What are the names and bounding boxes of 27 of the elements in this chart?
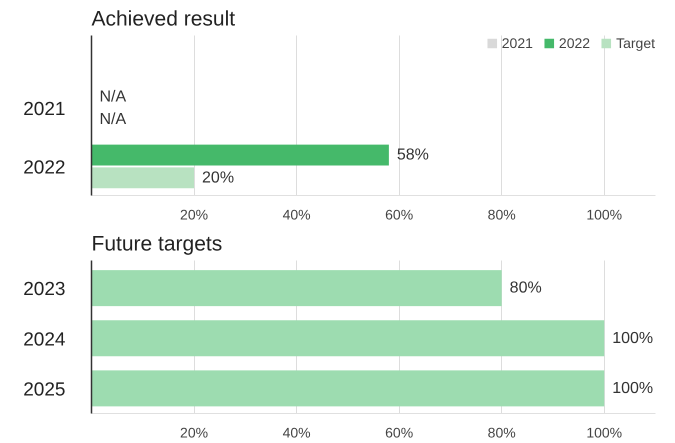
legend-label: Target bbox=[616, 35, 655, 51]
chart-title: Achieved result bbox=[92, 8, 236, 30]
data-label: 100% bbox=[612, 330, 654, 347]
legend-label: 2021 bbox=[502, 35, 533, 51]
x-tick-label: 100% bbox=[586, 424, 622, 440]
x-tick-label: 100% bbox=[586, 206, 622, 222]
y-tick-label: 2022 bbox=[23, 157, 66, 178]
data-label: 100% bbox=[612, 380, 654, 397]
data-label: 20% bbox=[202, 169, 234, 186]
y-tick-label: 2023 bbox=[23, 279, 66, 300]
data-label: N/A bbox=[100, 88, 126, 106]
x-tick-label: 80% bbox=[488, 424, 516, 440]
x-tick-label: 20% bbox=[180, 206, 208, 222]
x-tick-label: 40% bbox=[282, 206, 311, 222]
legend-label: 2022 bbox=[558, 35, 590, 51]
data-label: N/A bbox=[100, 111, 126, 128]
y-tick-label: 2024 bbox=[23, 329, 66, 350]
x-tick-label: 60% bbox=[385, 424, 414, 440]
data-label: 58% bbox=[396, 146, 429, 164]
x-tick-label: 60% bbox=[385, 206, 414, 222]
x-tick-label: 20% bbox=[180, 424, 208, 440]
x-tick-label: 80% bbox=[488, 206, 516, 222]
y-tick-label: 2025 bbox=[23, 379, 66, 400]
y-tick-label: 2021 bbox=[23, 99, 66, 120]
data-label: 80% bbox=[510, 280, 542, 297]
chart-title: Future targets bbox=[92, 232, 222, 256]
x-tick-label: 40% bbox=[282, 424, 311, 440]
